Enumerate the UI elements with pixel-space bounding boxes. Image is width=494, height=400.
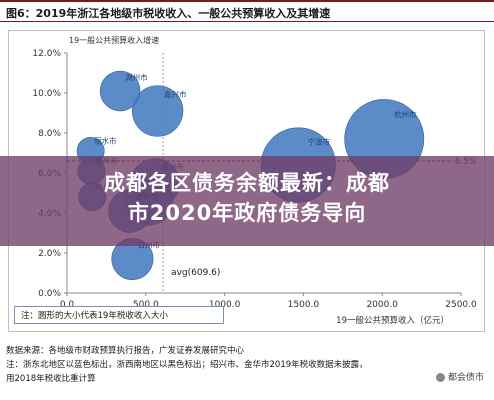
bubble-label: 湖州市 <box>125 72 148 82</box>
bubble-point <box>131 85 184 137</box>
bubble-label: 嘉兴市 <box>164 89 187 99</box>
source-line-2: 注：浙东北地区以蓝色标出，浙西南地区以黑色标出；绍兴市、金华市2019年税收数据… <box>6 360 368 370</box>
watermark-text: 都会债市 <box>447 373 484 383</box>
x-tick-label: 1000.0 <box>209 300 241 310</box>
bubble-size-note: 注：圆形的大小代表19年税收收入大小 <box>14 306 224 324</box>
x-tick-label: 1500.0 <box>288 300 320 310</box>
y-axis-label: 19一般公共预算收入增速 <box>69 35 159 45</box>
data-sources: 数据来源：各地级市财政预算执行报告，广发证券发展研究中心 注：浙东北地区以蓝色标… <box>6 344 436 386</box>
y-tick-label: 10.0% <box>32 89 61 99</box>
source-line-1: 数据来源：各地级市财政预算执行报告，广发证券发展研究中心 <box>6 346 245 356</box>
figure-header: 图6：2019年浙江各地级市税收收入、一般公共预算收入及其增速 <box>0 0 494 22</box>
bubble-label: 丽水市 <box>94 135 117 145</box>
banner-line-2: 市2020年政府债务导向 <box>127 201 367 225</box>
bubble-label: 宁波市 <box>308 137 331 147</box>
title-banner <box>0 156 494 246</box>
y-tick-label: 8.0% <box>38 129 61 139</box>
banner-headline[interactable]: 成都各区债务余额最新：成都 市2020年政府债务导向 <box>0 168 494 228</box>
y-tick-label: 12.0% <box>32 49 61 59</box>
banner-line-1: 成都各区债务余额最新：成都 <box>104 171 390 195</box>
y-tick-label: 0.0% <box>38 289 61 299</box>
y-tick-label: 2.0% <box>38 249 61 259</box>
x-axis-label: 19一般公共预算收入（亿元） <box>336 315 449 326</box>
watermark-logo-icon <box>435 373 445 382</box>
source-line-3: 用2018年税收比重计算 <box>6 374 96 384</box>
watermark: 都会债市 <box>435 370 484 383</box>
average-annotation: avg(609.6) <box>171 268 220 278</box>
x-tick-label: 0.0 <box>60 300 75 310</box>
bubble-point <box>99 70 141 112</box>
figure-title: 图6：2019年浙江各地级市税收收入、一般公共预算收入及其增速 <box>6 7 331 20</box>
x-tick-label: 2500.0 <box>445 300 477 310</box>
x-tick-label: 2000.0 <box>366 300 398 310</box>
bubble-label: 杭州市 <box>394 109 417 119</box>
x-tick-label: 500.0 <box>133 300 159 310</box>
